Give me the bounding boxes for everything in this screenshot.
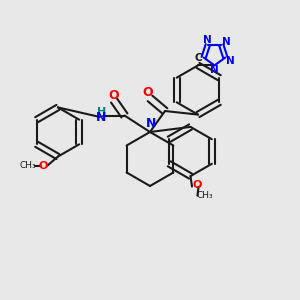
Text: N: N bbox=[222, 37, 231, 47]
Text: N: N bbox=[203, 35, 212, 45]
Text: CH₃: CH₃ bbox=[196, 191, 213, 200]
Text: N: N bbox=[226, 56, 235, 65]
Text: N: N bbox=[146, 117, 156, 130]
Text: C: C bbox=[194, 52, 202, 62]
Text: O: O bbox=[109, 88, 119, 102]
Text: H: H bbox=[97, 107, 106, 117]
Text: N: N bbox=[210, 65, 219, 76]
Text: O: O bbox=[193, 180, 202, 190]
Text: O: O bbox=[38, 161, 48, 171]
Text: O: O bbox=[142, 86, 153, 100]
Text: N: N bbox=[96, 111, 106, 124]
Text: CH₃: CH₃ bbox=[20, 161, 37, 170]
